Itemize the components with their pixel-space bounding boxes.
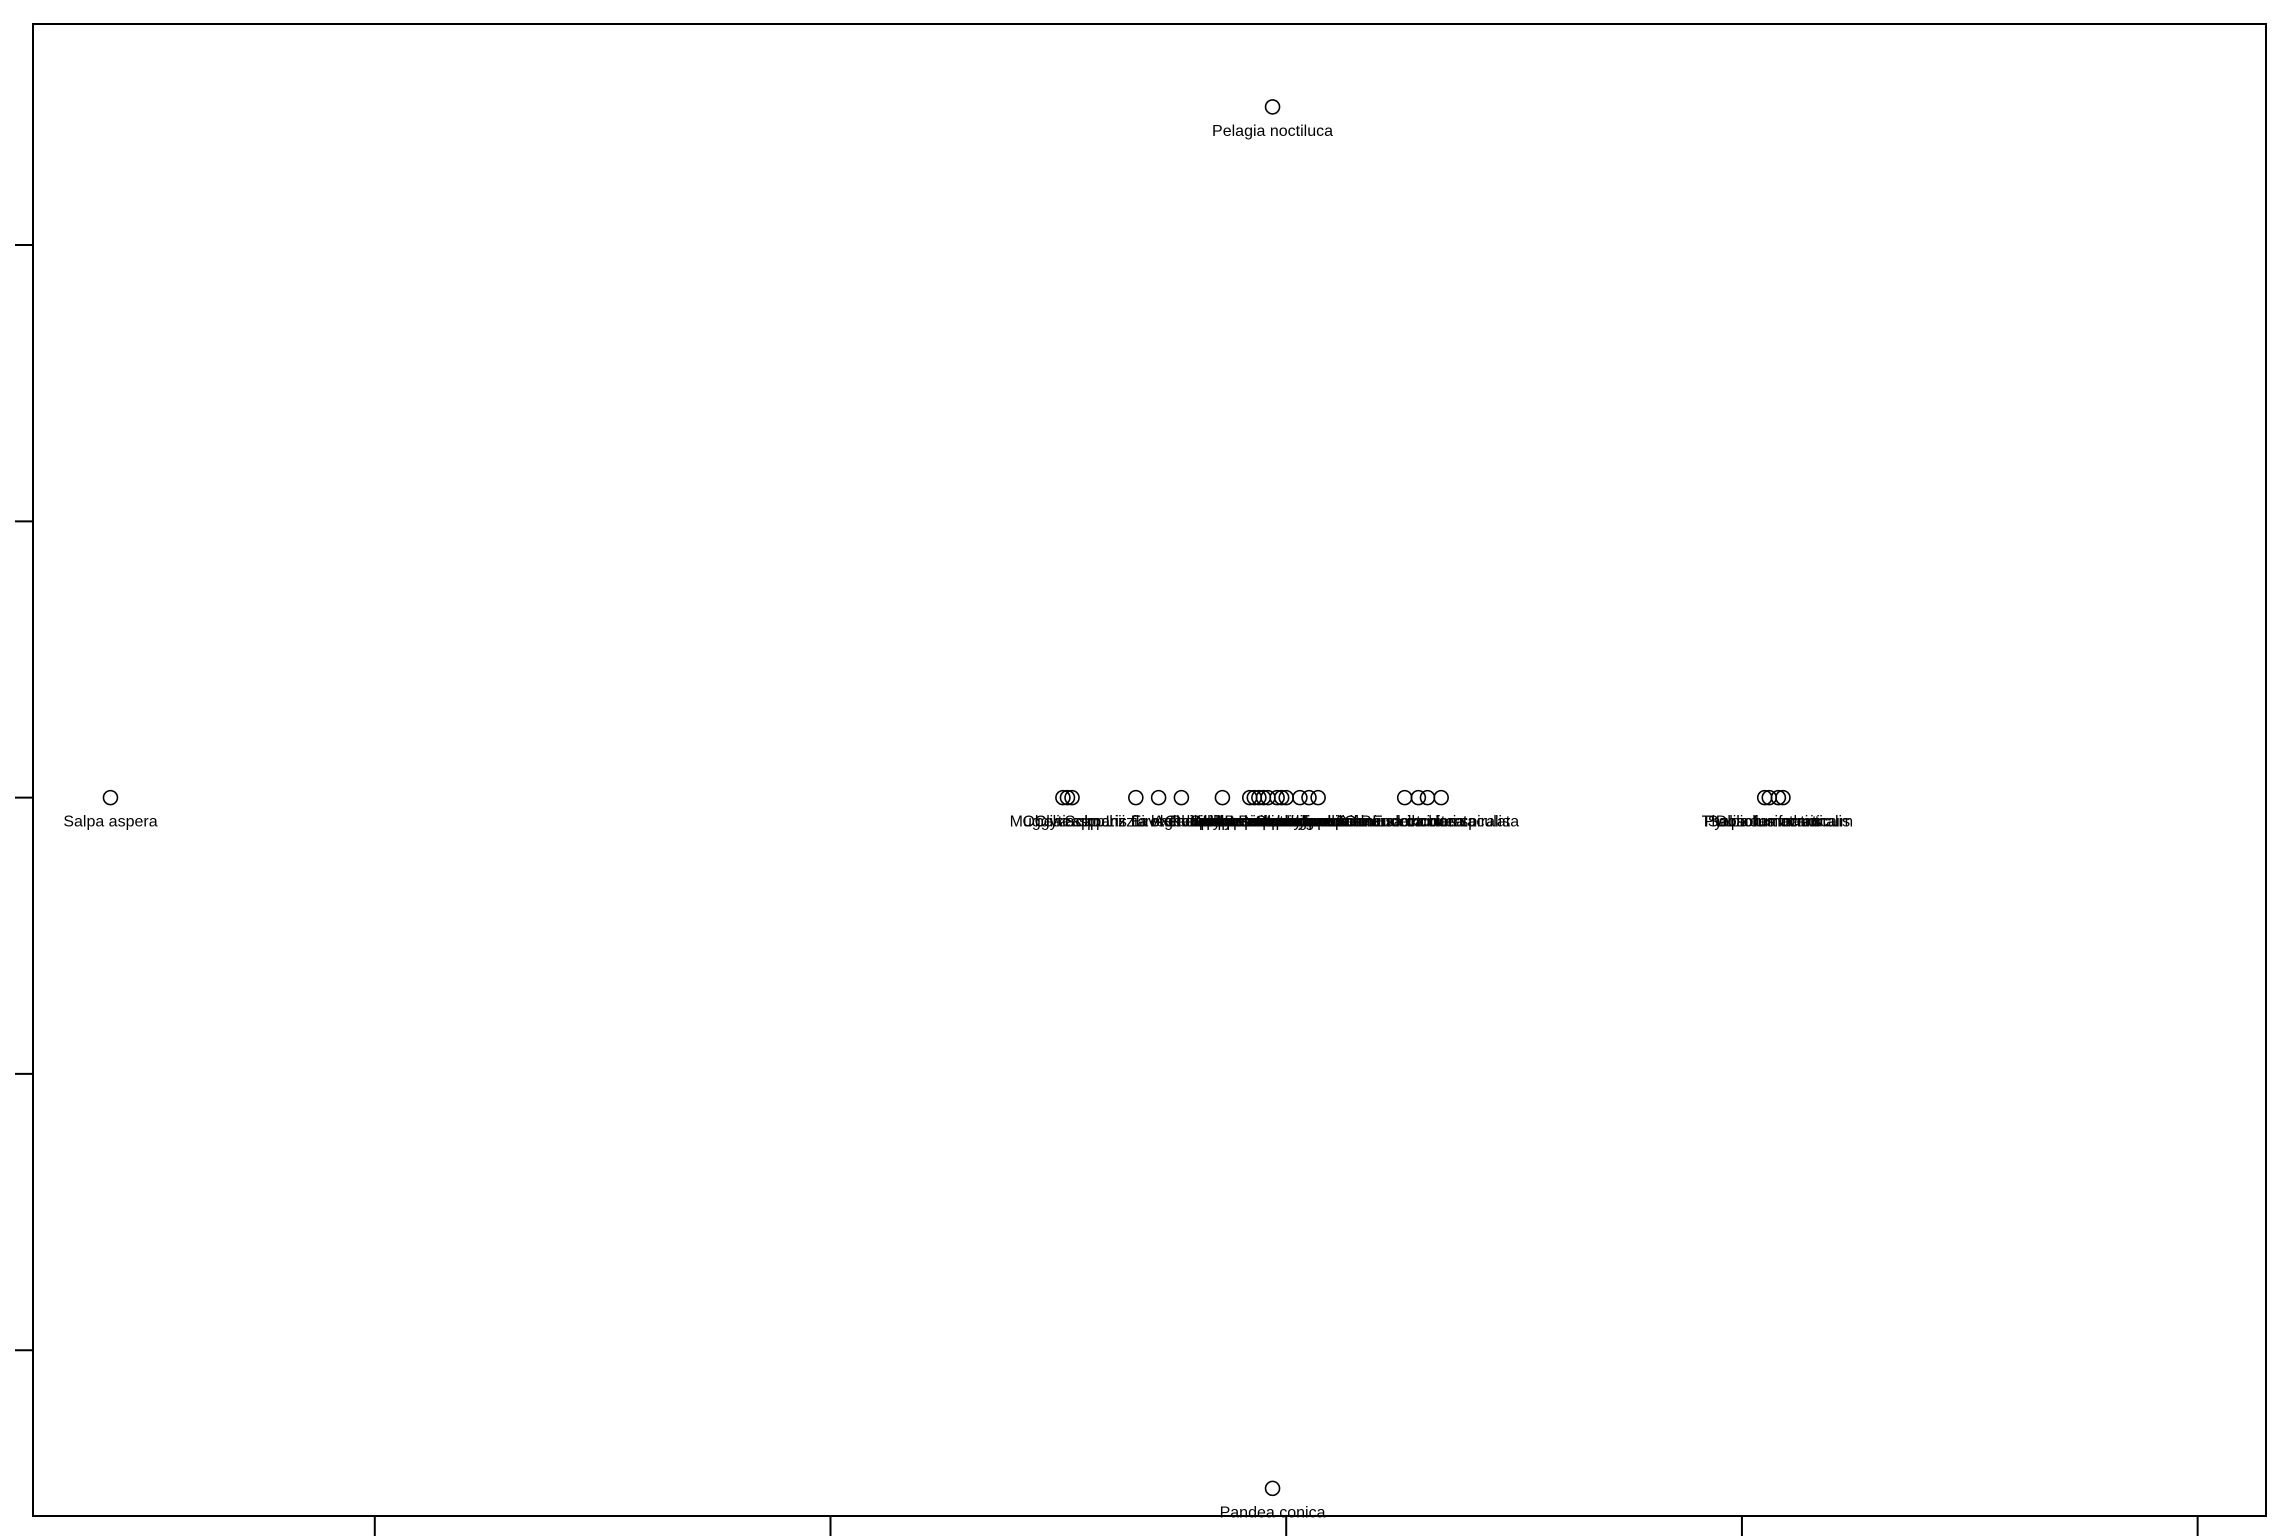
data-point-label: Obelia spp. bbox=[1022, 814, 1103, 831]
data-point-label: Pyrosoma atlanticum bbox=[1704, 814, 1853, 831]
data-point-label: Solmundella bitentaculata bbox=[1336, 814, 1519, 831]
data-point-label: Sphaeronectes koellikeri bbox=[1190, 814, 1364, 831]
data-point bbox=[1150, 789, 1167, 806]
data-point bbox=[1264, 1480, 1281, 1497]
data-point bbox=[1064, 789, 1080, 806]
y-axis-ticks bbox=[15, 244, 33, 1352]
data-point-label: Liriope tetraphylla bbox=[1191, 814, 1317, 831]
data-point bbox=[1292, 789, 1308, 806]
data-point-label: Lizzia blondina bbox=[1106, 814, 1212, 831]
data-point-label: Thalia democratica bbox=[1702, 814, 1837, 831]
data-point bbox=[1173, 789, 1190, 806]
data-point-label: Lensia subtilis bbox=[1218, 814, 1319, 831]
data-point-label: Salpa fusiformis bbox=[1708, 814, 1822, 831]
data-point-label: Doliolum nationalis bbox=[1716, 814, 1850, 831]
data-point bbox=[1269, 789, 1285, 806]
data-point bbox=[102, 789, 119, 806]
data-point bbox=[1433, 789, 1449, 806]
data-point-label: Persa incolorata bbox=[1361, 814, 1477, 831]
data-point bbox=[1770, 789, 1787, 806]
data-point-label: Bassia bassensis bbox=[1224, 814, 1348, 831]
point-labels: Salpa aspera Pelagia noctiluca Pandea coni… bbox=[63, 123, 1853, 1521]
data-point bbox=[1214, 789, 1231, 806]
data-point bbox=[1059, 789, 1076, 806]
data-point-label: Pandea conica bbox=[1220, 1504, 1326, 1521]
data-point-label: Muggiaea kochii bbox=[1010, 814, 1126, 831]
data-point-label: Leuckartiara octona bbox=[1230, 814, 1371, 831]
data-point-label: Podocoryna minima bbox=[1238, 814, 1380, 831]
data-point-label: Rhopalonema velatum bbox=[1170, 814, 1330, 831]
data-point-label: Clytia spp. bbox=[1035, 814, 1110, 831]
data-point-label: Sarsia gemmifera bbox=[1255, 814, 1380, 831]
data-point bbox=[1301, 789, 1317, 806]
data-point bbox=[1264, 99, 1281, 115]
data-point-label: Eirene viridula bbox=[1131, 814, 1232, 831]
data-point-label: Abylopsis tetragona bbox=[1193, 814, 1334, 831]
data-point bbox=[1251, 789, 1267, 806]
data-point-label: Pelagia noctiluca bbox=[1212, 123, 1333, 140]
data-point-label: Eudoxoides spiralis bbox=[1372, 814, 1510, 831]
data-point-label: Hippopodius hippopus bbox=[1202, 814, 1360, 831]
x-axis-ticks bbox=[373, 1516, 2199, 1536]
plot-frame bbox=[32, 23, 2267, 1517]
data-point bbox=[1128, 789, 1144, 806]
data-point bbox=[1310, 789, 1326, 806]
data-point-label: Salpa aspera bbox=[63, 814, 157, 831]
data-point-label: Aglaura hemistoma bbox=[1153, 814, 1291, 831]
data-point bbox=[1410, 789, 1427, 806]
data-point-label: Chelophyes appendiculata bbox=[1165, 814, 1354, 831]
data-points bbox=[102, 99, 1791, 1497]
data-point bbox=[1055, 789, 1071, 806]
data-point bbox=[1775, 789, 1791, 806]
data-point-label: Solmaris flavescens bbox=[1065, 814, 1207, 831]
data-point bbox=[1273, 789, 1290, 806]
data-point-label: Cunina octonaria bbox=[1344, 814, 1465, 831]
